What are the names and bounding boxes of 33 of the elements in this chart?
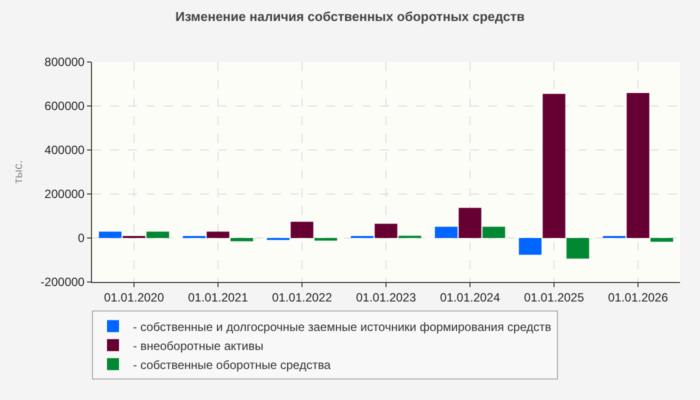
bar bbox=[290, 222, 314, 238]
bar bbox=[230, 238, 254, 242]
y-tick-label: 0 bbox=[78, 231, 85, 246]
bar bbox=[98, 232, 122, 238]
legend-label: - внеоборотные активы bbox=[133, 338, 264, 353]
y-tick-label: 600000 bbox=[44, 99, 85, 114]
y-tick-label: 200000 bbox=[44, 187, 85, 202]
x-tick-label: 01.01.2022 bbox=[272, 290, 332, 304]
x-tick-label: 01.01.2023 bbox=[356, 290, 416, 304]
legend-label: - собственные оборотные средства bbox=[133, 358, 332, 372]
bar bbox=[434, 226, 458, 238]
x-tick-label: 01.01.2024 bbox=[440, 290, 500, 304]
x-tick-label: 01.01.2020 bbox=[104, 290, 164, 304]
y-tick-label: 400000 bbox=[44, 143, 85, 158]
chart-title: Изменение наличия собственных оборотных средств bbox=[175, 9, 525, 24]
bar bbox=[458, 208, 482, 238]
bar bbox=[146, 232, 170, 238]
bar bbox=[626, 93, 650, 238]
bar bbox=[518, 238, 542, 255]
bar bbox=[374, 224, 398, 238]
bar bbox=[206, 232, 230, 238]
y-axis-title: тыс. bbox=[10, 160, 25, 184]
y-tick-label: -200000 bbox=[40, 275, 85, 290]
bar bbox=[566, 238, 590, 259]
bar bbox=[542, 94, 566, 238]
bar bbox=[482, 226, 506, 238]
x-tick-label: 01.01.2025 bbox=[524, 290, 584, 304]
bar bbox=[314, 238, 338, 241]
x-tick-label: 01.01.2026 bbox=[608, 290, 668, 304]
legend-label: - собственные и долгосрочные заемные источники формирования средств bbox=[133, 320, 552, 334]
y-tick-label: 800000 bbox=[44, 55, 85, 70]
x-tick-label: 01.01.2021 bbox=[188, 290, 248, 304]
bar bbox=[650, 238, 674, 242]
